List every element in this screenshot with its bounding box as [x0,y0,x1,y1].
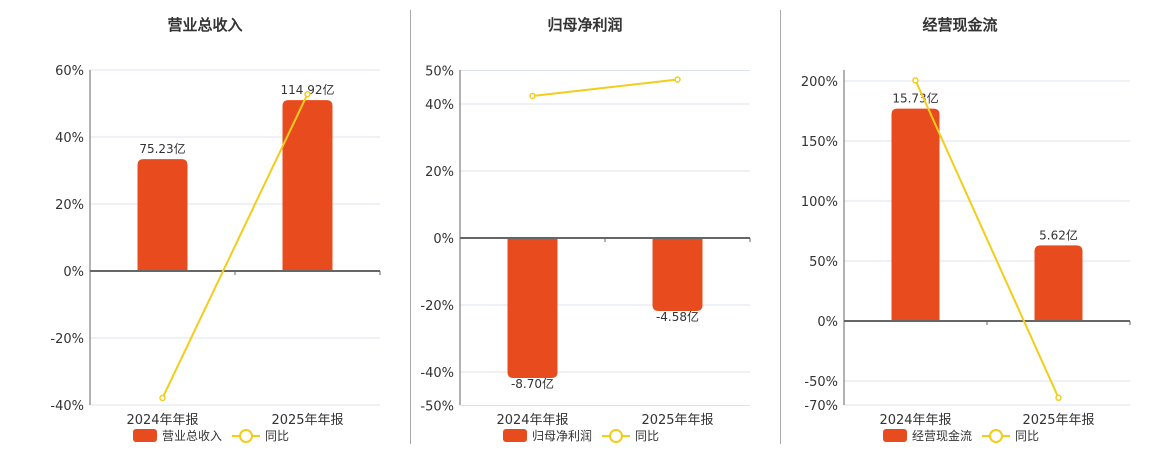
legend-line-label[interactable]: 同比 [265,429,290,443]
y-tick-label: 150% [801,135,838,150]
yoy-point[interactable] [159,394,166,402]
bar-value-label: 114.92亿 [281,82,335,97]
y-tick-label: 50% [425,65,454,80]
chart-legend[interactable]: 归母净利润 同比 [503,427,659,444]
yoy-line [914,79,1060,399]
yoy-line [161,93,309,399]
y-tick-label: 20% [425,165,454,180]
chart-panel-revenue: 营业总收入 60% 40% 20% 0% -20% -40% 75.23亿 2024年年报 11… [0,0,410,450]
chart-title: 营业总收入 [167,16,243,34]
x-tick-label: 2024年年报 [879,413,951,428]
yoy-line [532,78,678,97]
x-tick-label: 2024年年报 [126,413,198,428]
y-tick-label: -50% [420,400,454,415]
legend-line-marker-icon [982,428,1011,443]
yoy-point[interactable] [304,90,311,98]
legend-bar-label[interactable]: 归母净利润 [532,429,593,443]
y-tick-label: -70% [804,399,838,414]
bar[interactable] [137,159,188,271]
yoy-point[interactable] [1055,394,1062,402]
bar-value-label: 75.23亿 [139,141,185,156]
y-tick-label: 100% [801,195,838,210]
legend-bar-swatch-icon [883,429,907,442]
yoy-point[interactable] [912,77,919,84]
yoy-point[interactable] [529,92,536,100]
chart-title: 经营现金流 [922,16,998,34]
legend-bar-label[interactable]: 营业总收入 [162,429,223,443]
y-tick-label: 40% [425,98,454,113]
legend-line-label[interactable]: 同比 [635,429,660,443]
y-tick-label: -40% [420,366,454,381]
bar-value-label: 5.62亿 [1039,227,1078,242]
legend-bar-label[interactable]: 经营现金流 [912,429,973,443]
bar[interactable] [1034,245,1083,321]
x-tick-label: 2024年年报 [496,413,568,428]
y-tick-label: 60% [55,64,84,79]
y-tick-label: 20% [55,198,84,213]
bar[interactable] [282,100,333,272]
bar-value-label: -8.70亿 [511,376,554,391]
y-tick-label: -40% [50,399,84,414]
y-tick-label: -20% [50,332,84,347]
legend-bar-swatch-icon [503,429,527,442]
y-tick-label: -50% [804,375,838,390]
y-tick-label: 50% [809,255,838,270]
y-tick-label: 0% [817,315,838,330]
chart-plot: 60% 40% 20% 0% -20% -40% 75.23亿 2024年年报 114.92亿 2… [50,64,381,428]
y-tick-label: -20% [420,299,454,314]
legend-line-marker-icon [602,428,631,443]
bar[interactable] [507,238,558,379]
legend-bar-swatch-icon [133,429,157,442]
legend-line-marker-icon [232,428,261,443]
panel-divider [410,10,411,444]
panel-divider [780,10,781,444]
bar[interactable] [891,108,940,321]
y-tick-label: 0% [63,265,84,280]
bar-value-label: 15.73亿 [892,91,938,106]
bar[interactable] [652,238,703,312]
x-tick-label: 2025年年报 [271,413,343,428]
x-tick-label: 2025年年报 [641,413,713,428]
chart-legend[interactable]: 营业总收入 同比 [133,427,289,444]
y-tick-label: 40% [55,131,84,146]
chart-legend[interactable]: 经营现金流 同比 [883,427,1039,444]
y-tick-label: 200% [801,75,838,90]
legend-line-label[interactable]: 同比 [1015,429,1040,443]
chart-title: 归母净利润 [547,16,623,34]
y-tick-label: 0% [433,232,454,247]
yoy-point[interactable] [674,76,681,83]
x-tick-label: 2025年年报 [1022,413,1094,428]
bar-value-label: -4.58亿 [656,309,699,324]
